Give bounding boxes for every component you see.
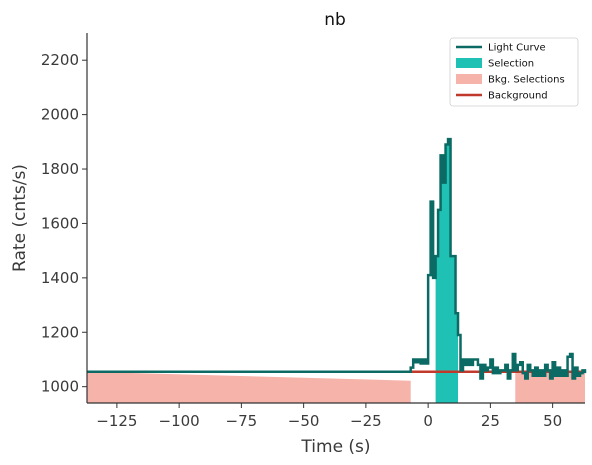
x-tick-label: −25 — [350, 412, 382, 430]
x-tick-label: 25 — [481, 412, 500, 430]
legend-label: Selection — [488, 59, 534, 70]
y-tick-label: 1600 — [41, 214, 79, 232]
y-tick-label: 1800 — [41, 160, 79, 178]
y-tick-label: 1200 — [41, 323, 79, 341]
y-tick-label: 2200 — [41, 51, 79, 69]
bkg-selection-region-1 — [515, 371, 585, 403]
bkg-selections-layer — [87, 371, 585, 403]
x-tick-label: 50 — [543, 412, 562, 430]
legend: Light Curve Selection Bkg. Selections Backg… — [449, 37, 579, 107]
x-tick-label: −75 — [226, 412, 258, 430]
legend-label: Background — [488, 91, 548, 102]
y-tick-label: 1400 — [41, 269, 79, 287]
legend-items: Light Curve Selection Bkg. Selections Backg… — [456, 43, 565, 102]
legend-swatch-patch — [456, 74, 482, 84]
y-tick-label: 2000 — [41, 106, 79, 124]
light-curve-line — [87, 137, 587, 380]
x-ticks: −125 −100 −75 −50 −25 0 25 50 — [96, 403, 562, 430]
plot-area — [87, 137, 587, 403]
chart-title: nb — [324, 10, 346, 30]
legend-label: Light Curve — [488, 43, 546, 54]
y-ticks: 1000 1200 1400 1600 1800 2000 2200 — [41, 51, 87, 396]
legend-label: Bkg. Selections — [488, 75, 565, 86]
x-tick-label: −50 — [288, 412, 320, 430]
bkg-selection-region-0 — [87, 371, 411, 403]
y-axis-title: Rate (cnts/s) — [10, 164, 30, 272]
legend-frame — [449, 37, 579, 107]
x-tick-label: −100 — [159, 412, 200, 430]
x-tick-label: 0 — [423, 412, 433, 430]
light-curve-layer — [87, 137, 587, 380]
y-tick-label: 1000 — [41, 378, 79, 396]
legend-swatch-patch — [456, 58, 482, 68]
x-tick-label: −125 — [96, 412, 137, 430]
x-axis-title: Time (s) — [300, 437, 370, 457]
